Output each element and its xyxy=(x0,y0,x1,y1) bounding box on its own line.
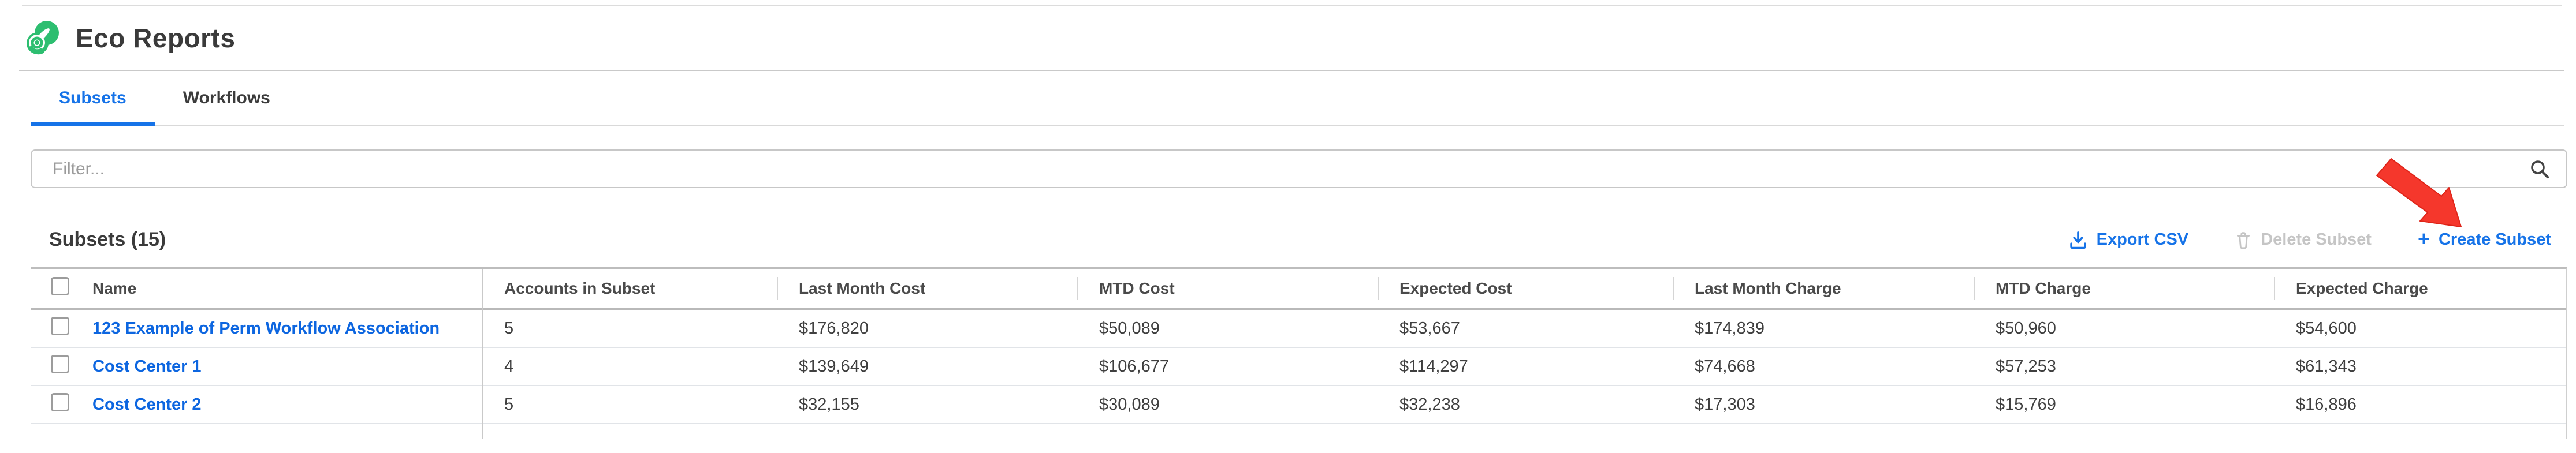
page-title: Eco Reports xyxy=(76,23,236,53)
col-header-accounts: Accounts in Subset xyxy=(504,279,656,297)
table-header-row: Name Accounts in Subset Last Month Cost … xyxy=(31,269,2566,310)
last-month-charge-cell: $17,303 xyxy=(1695,395,1755,414)
tab-workflows[interactable]: Workflows xyxy=(183,88,270,107)
export-csv-button[interactable]: Export CSV xyxy=(2068,230,2189,250)
row-checkbox[interactable] xyxy=(51,393,69,411)
trash-icon xyxy=(2237,231,2250,249)
subset-name-link[interactable]: Cost Center 1 xyxy=(92,357,202,376)
expected-cost-cell: $114,297 xyxy=(1399,357,1468,376)
col-header-last-month-charge: Last Month Charge xyxy=(1673,269,1974,308)
mtd-charge-cell: $57,253 xyxy=(1996,357,2056,376)
last-month-cost-cell: $176,820 xyxy=(799,319,869,338)
table-row: Cost Center 2 5 $32,155 $30,089 $32,238 … xyxy=(31,386,2566,424)
expected-cost-cell: $53,667 xyxy=(1399,319,1460,338)
export-csv-label: Export CSV xyxy=(2096,230,2189,249)
accounts-cell: 5 xyxy=(504,319,514,338)
expected-charge-cell: $54,600 xyxy=(2296,319,2357,338)
col-header-last-month-cost: Last Month Cost xyxy=(777,269,1077,308)
subsets-table: Name Accounts in Subset Last Month Cost … xyxy=(31,267,2567,439)
eco-reports-page: Eco Reports Subsets Workflows Subsets (1… xyxy=(0,5,2576,453)
col-header-mtd-charge: MTD Charge xyxy=(1974,269,2274,308)
col-header-expected-cost: Expected Cost xyxy=(1378,269,1673,308)
mtd-cost-cell: $106,677 xyxy=(1099,357,1169,376)
row-checkbox[interactable] xyxy=(51,355,69,373)
filter-input[interactable] xyxy=(31,149,2567,188)
table-row: Cost Center 1 4 $139,649 $106,677 $114,2… xyxy=(31,348,2566,386)
row-checkbox[interactable] xyxy=(51,317,69,335)
last-month-cost-cell: $139,649 xyxy=(799,357,869,376)
table-row-partial xyxy=(31,424,2566,439)
subset-name-link[interactable]: Cost Center 2 xyxy=(92,395,202,414)
filter-bar xyxy=(31,149,2567,188)
last-month-charge-cell: $174,839 xyxy=(1695,319,1765,338)
toolbar: Subsets (15) Export CSV Delete Subset xyxy=(49,226,2551,251)
col-header-mtd-cost: MTD Cost xyxy=(1077,269,1378,308)
mtd-charge-cell: $15,769 xyxy=(1996,395,2056,414)
create-subset-button[interactable]: + Create Subset xyxy=(2417,226,2551,250)
col-header-expected-charge: Expected Charge xyxy=(2274,269,2566,308)
eco-logo-icon xyxy=(27,21,59,55)
plus-icon: + xyxy=(2417,226,2430,250)
expected-charge-cell: $61,343 xyxy=(2296,357,2357,376)
select-all-checkbox[interactable] xyxy=(51,276,69,295)
accounts-cell: 4 xyxy=(504,357,514,376)
expected-charge-cell: $16,896 xyxy=(2296,395,2357,414)
table-row: 123 Example of Perm Workflow Association… xyxy=(31,310,2566,348)
top-divider xyxy=(22,5,2562,6)
last-month-cost-cell: $32,155 xyxy=(799,395,859,414)
search-icon[interactable] xyxy=(2529,159,2550,179)
mtd-charge-cell: $50,960 xyxy=(1996,319,2056,338)
mtd-cost-cell: $30,089 xyxy=(1099,395,1160,414)
last-month-charge-cell: $74,668 xyxy=(1695,357,1755,376)
mtd-cost-cell: $50,089 xyxy=(1099,319,1160,338)
tab-bar: Subsets Workflows xyxy=(31,71,2564,126)
subsets-count-heading: Subsets (15) xyxy=(49,229,166,250)
col-header-name: Name xyxy=(92,279,137,297)
tab-subsets[interactable]: Subsets xyxy=(31,71,155,126)
toolbar-actions: Export CSV Delete Subset + Create Subset xyxy=(2068,226,2551,250)
subset-name-link[interactable]: 123 Example of Perm Workflow Association xyxy=(92,319,440,338)
create-subset-label: Create Subset xyxy=(2438,230,2551,249)
delete-subset-button[interactable]: Delete Subset xyxy=(2235,230,2372,250)
accounts-cell: 5 xyxy=(504,395,514,414)
delete-subset-label: Delete Subset xyxy=(2261,230,2372,249)
download-icon xyxy=(2069,231,2086,249)
app-header: Eco Reports xyxy=(19,6,2564,71)
expected-cost-cell: $32,238 xyxy=(1399,395,1460,414)
